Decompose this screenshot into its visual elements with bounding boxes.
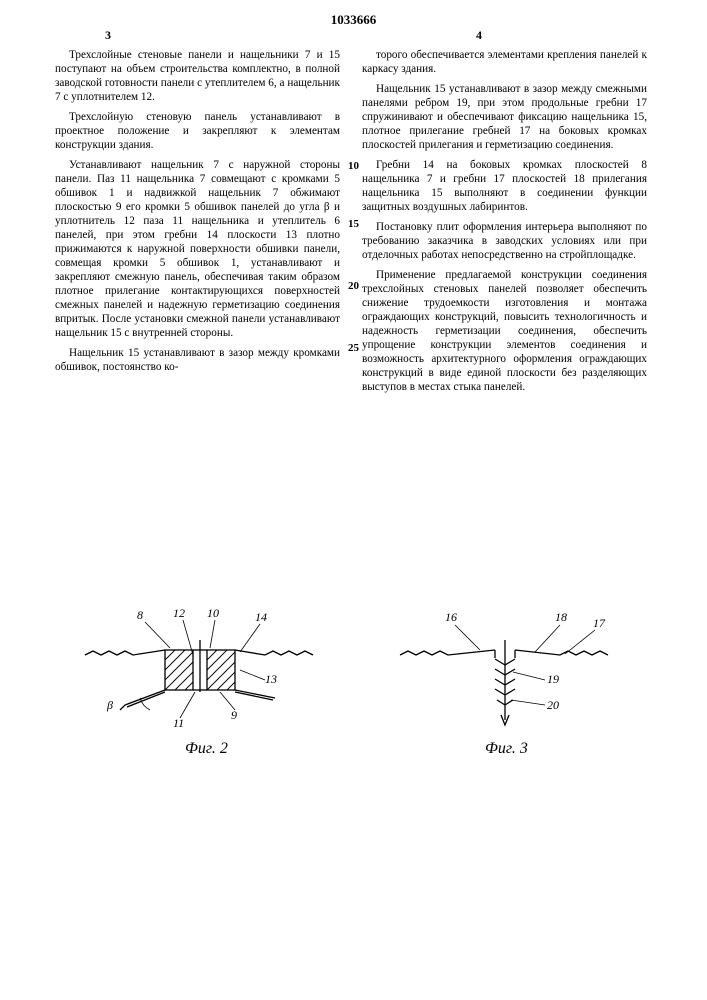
paragraph: Нащельник 15 устанавливают в зазор между… bbox=[362, 82, 647, 152]
paragraph: Устанавливают нащельник 7 с наружной сто… bbox=[55, 158, 340, 340]
line-number: 20 bbox=[348, 280, 359, 292]
left-column: Трехслойные стеновые панели и нащельники… bbox=[55, 48, 340, 400]
right-column: торого обеспечивается элементами креплен… bbox=[362, 48, 647, 400]
fig3-num-17: 17 bbox=[593, 616, 605, 631]
line-number: 10 bbox=[348, 160, 359, 172]
figure-2-label: Фиг. 2 bbox=[185, 740, 228, 758]
paragraph: Трехслойные стеновые панели и нащельники… bbox=[55, 48, 340, 104]
doc-number: 1033666 bbox=[331, 12, 377, 28]
fig3-num-20: 20 bbox=[547, 698, 559, 713]
paragraph: Гребни 14 на боковых кромках плоскостей … bbox=[362, 158, 647, 214]
fig2-num-13: 13 bbox=[265, 672, 277, 687]
figure-3-label: Фиг. 3 bbox=[485, 740, 528, 758]
fig3-num-19: 19 bbox=[547, 672, 559, 687]
paragraph: Постановку плит оформления интерьера вып… bbox=[362, 220, 647, 262]
page-number-right: 4 bbox=[476, 28, 482, 43]
fig3-num-18: 18 bbox=[555, 610, 567, 625]
fig2-num-11: 11 bbox=[173, 716, 184, 731]
line-number: 25 bbox=[348, 342, 359, 354]
fig2-num-10: 10 bbox=[207, 606, 219, 621]
figure-3-svg bbox=[385, 610, 645, 740]
paragraph: Применение предлагаемой конструкции соед… bbox=[362, 268, 647, 394]
paragraph: Трехслойную стеновую панель устанавливаю… bbox=[55, 110, 340, 152]
line-number: 15 bbox=[348, 218, 359, 230]
paragraph: торого обеспечивается элементами креплен… bbox=[362, 48, 647, 76]
fig2-num-beta: β bbox=[107, 698, 113, 713]
fig2-num-14: 14 bbox=[255, 610, 267, 625]
page-number-left: 3 bbox=[105, 28, 111, 43]
figures-area: 8 12 10 14 13 9 11 β Фиг. 2 bbox=[55, 580, 647, 780]
fig2-num-9: 9 bbox=[231, 708, 237, 723]
paragraph: Нащельник 15 устанавливают в зазор между… bbox=[55, 346, 340, 374]
fig2-num-12: 12 bbox=[173, 606, 185, 621]
fig2-num-8: 8 bbox=[137, 608, 143, 623]
figure-2-svg bbox=[65, 610, 345, 740]
fig3-num-16: 16 bbox=[445, 610, 457, 625]
